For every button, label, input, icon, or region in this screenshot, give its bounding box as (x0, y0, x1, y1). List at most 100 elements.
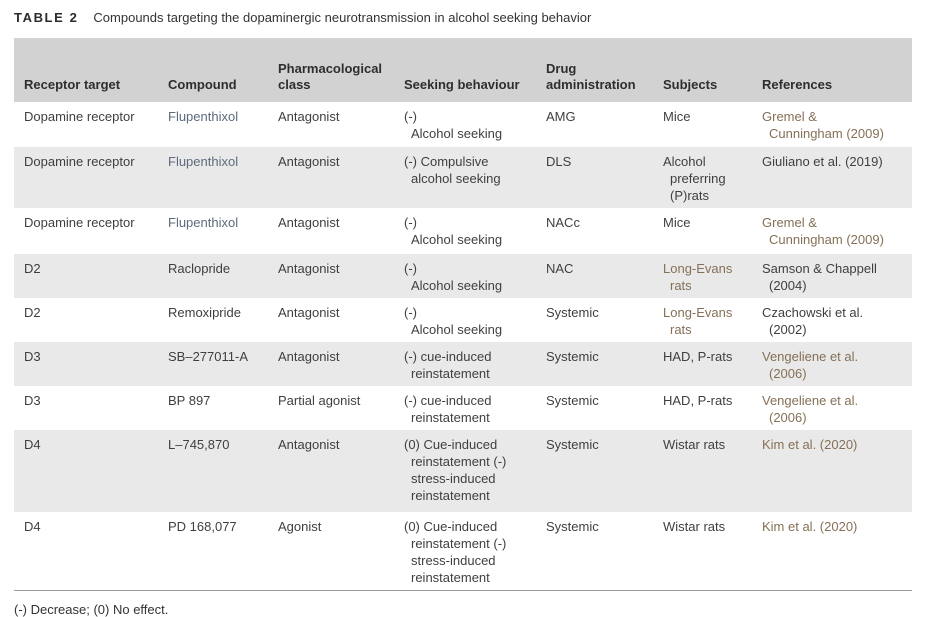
cell-text: (-) Alcohol seeking (404, 215, 503, 247)
table-caption-line: TABLE 2 Compounds targeting the dopamine… (14, 10, 912, 25)
table-row: D4 PD 168,077 Agonist (0) Cue-induced re… (14, 512, 912, 591)
cell-subjects: Wistar rats (663, 512, 762, 591)
table-number-label: TABLE 2 (14, 10, 79, 25)
cell-text: (-) Alcohol seeking (404, 261, 503, 293)
col-header-drug-administration: Drug administration (546, 38, 663, 102)
cell-seeking-behaviour: (0) Cue-induced reinstatement (-) stress… (404, 430, 546, 512)
col-header-receptor-target: Receptor target (14, 38, 168, 102)
cell-seeking-behaviour: (-) Alcohol seeking (404, 102, 546, 147)
cell-drug-administration: DLS (546, 147, 663, 208)
cell-text: D4 (24, 519, 41, 534)
cell-text: Systemic (546, 437, 599, 452)
citation-link[interactable]: Gremel & Cunningham (2009) (762, 109, 884, 141)
cell-text: (-) Compulsive alcohol seeking (404, 154, 501, 186)
col-header-compound: Compound (168, 38, 278, 102)
cell-text: Wistar rats (663, 437, 726, 452)
cell-text: Antagonist (278, 437, 340, 452)
table-row: D3 BP 897 Partial agonist (-) cue-induce… (14, 386, 912, 430)
table-header: Receptor target Compound Pharmacological… (14, 38, 912, 102)
cell-pharmacological-class: Partial agonist (278, 386, 404, 430)
cell-text: NAC (546, 261, 574, 276)
cell-text: Mice (663, 215, 691, 230)
cell-compound: L–745,870 (168, 430, 278, 512)
cell-text: L–745,870 (168, 437, 230, 452)
cell-compound: Raclopride (168, 254, 278, 298)
compound-link[interactable]: Flupenthixol (168, 215, 239, 230)
cell-receptor-target: D4 (14, 430, 168, 512)
cell-compound: BP 897 (168, 386, 278, 430)
cell-drug-administration: NAC (546, 254, 663, 298)
subject-link[interactable]: Long-Evans rats (663, 261, 733, 293)
table-footnote: (-) Decrease; (0) No effect. (14, 602, 169, 617)
cell-text: D3 (24, 349, 41, 364)
table-row: Dopamine receptor Flupenthixol Antagonis… (14, 102, 912, 147)
cell-receptor-target: D2 (14, 298, 168, 342)
compound-link[interactable]: Flupenthixol (168, 154, 239, 169)
cell-text: Wistar rats (663, 519, 726, 534)
cell-subjects: HAD, P-rats (663, 342, 762, 386)
cell-text: D4 (24, 437, 41, 452)
cell-seeking-behaviour: (-) Alcohol seeking (404, 254, 546, 298)
subject-link[interactable]: Long-Evans rats (663, 305, 733, 337)
cell-references: Vengeliene et al. (2006) (762, 342, 912, 386)
citation-link[interactable]: Gremel & Cunningham (2009) (762, 215, 884, 247)
cell-text: Systemic (546, 393, 599, 408)
cell-text: (0) Cue-induced reinstatement (-) stress… (404, 437, 507, 503)
cell-subjects: Mice (663, 208, 762, 254)
cell-text: DLS (546, 154, 572, 169)
compounds-table: Receptor target Compound Pharmacological… (14, 38, 912, 591)
cell-text: Agonist (278, 519, 322, 534)
citation-link[interactable]: Vengeliene et al. (2006) (762, 393, 859, 425)
compound-link[interactable]: Flupenthixol (168, 109, 239, 124)
cell-references: Gremel & Cunningham (2009) (762, 208, 912, 254)
cell-text: Antagonist (278, 305, 340, 320)
citation-link[interactable]: Kim et al. (2020) (762, 519, 858, 534)
cell-references: Kim et al. (2020) (762, 430, 912, 512)
cell-subjects: HAD, P-rats (663, 386, 762, 430)
cell-receptor-target: D2 (14, 254, 168, 298)
cell-text: Antagonist (278, 349, 340, 364)
cell-text: Raclopride (168, 261, 231, 276)
cell-text: HAD, P-rats (663, 393, 733, 408)
col-header-seeking-behaviour: Seeking behaviour (404, 38, 546, 102)
citation-text: Giuliano et al. (2019) (762, 154, 883, 169)
cell-references: Vengeliene et al. (2006) (762, 386, 912, 430)
cell-text: Dopamine receptor (24, 154, 135, 169)
cell-text: Antagonist (278, 154, 340, 169)
cell-drug-administration: AMG (546, 102, 663, 147)
cell-drug-administration: Systemic (546, 386, 663, 430)
cell-references: Giuliano et al. (2019) (762, 147, 912, 208)
cell-subjects: Wistar rats (663, 430, 762, 512)
cell-drug-administration: Systemic (546, 512, 663, 591)
citation-text: Samson & Chappell (2004) (762, 261, 877, 293)
cell-receptor-target: Dopamine receptor (14, 208, 168, 254)
cell-seeking-behaviour: (-) Compulsive alcohol seeking (404, 147, 546, 208)
cell-text: Antagonist (278, 261, 340, 276)
cell-text: Alcohol preferring (P)rats (663, 154, 726, 203)
cell-text: Remoxipride (168, 305, 241, 320)
cell-subjects: Long-Evans rats (663, 298, 762, 342)
citation-link[interactable]: Vengeliene et al. (2006) (762, 349, 859, 381)
col-header-subjects: Subjects (663, 38, 762, 102)
cell-references: Gremel & Cunningham (2009) (762, 102, 912, 147)
cell-compound: SB–277011-A (168, 342, 278, 386)
cell-text: (-) cue-induced reinstatement (404, 393, 492, 425)
cell-seeking-behaviour: (-) cue-induced reinstatement (404, 342, 546, 386)
cell-text: D2 (24, 305, 41, 320)
cell-text: PD 168,077 (168, 519, 237, 534)
col-header-pharmacological-class: Pharmacological class (278, 38, 404, 102)
citation-link[interactable]: Kim et al. (2020) (762, 437, 858, 452)
cell-text: Systemic (546, 349, 599, 364)
cell-drug-administration: Systemic (546, 342, 663, 386)
cell-pharmacological-class: Agonist (278, 512, 404, 591)
table-row: D3 SB–277011-A Antagonist (-) cue-induce… (14, 342, 912, 386)
table-row: Dopamine receptor Flupenthixol Antagonis… (14, 208, 912, 254)
cell-text: Partial agonist (278, 393, 361, 408)
cell-text: Antagonist (278, 109, 340, 124)
cell-receptor-target: D3 (14, 342, 168, 386)
cell-pharmacological-class: Antagonist (278, 298, 404, 342)
table-row: D4 L–745,870 Antagonist (0) Cue-induced … (14, 430, 912, 512)
cell-text: Dopamine receptor (24, 215, 135, 230)
cell-compound: Flupenthixol (168, 208, 278, 254)
cell-text: HAD, P-rats (663, 349, 733, 364)
